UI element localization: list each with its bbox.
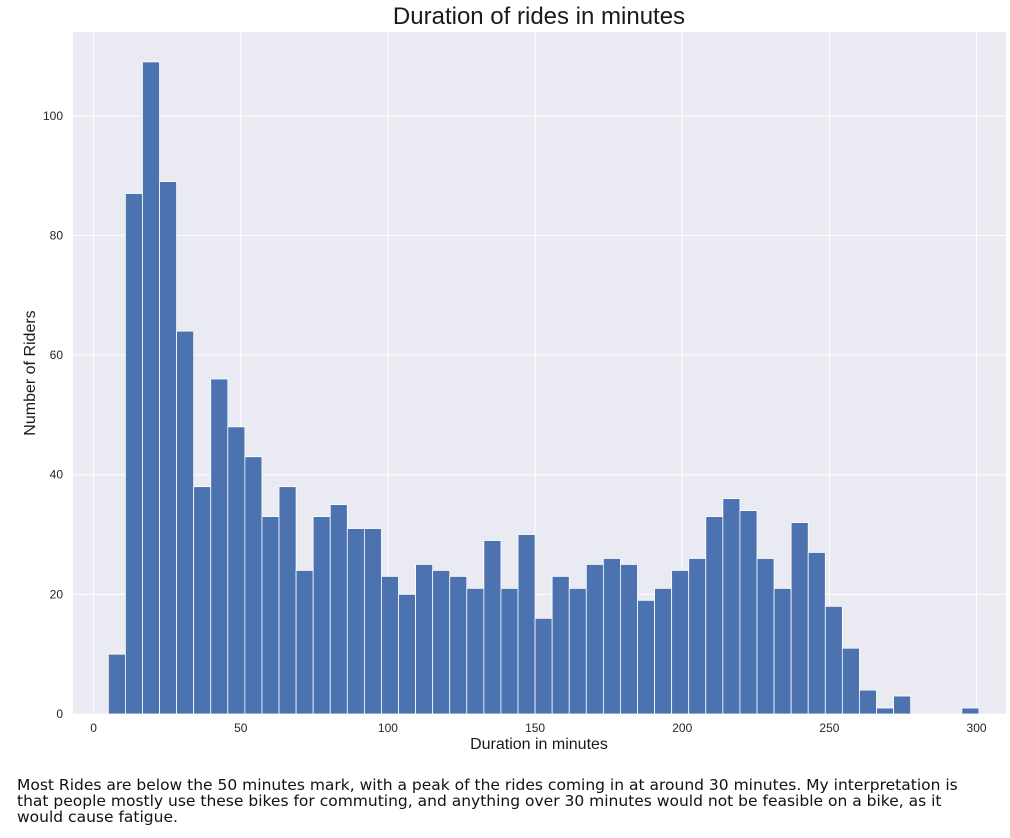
histogram-bar bbox=[483, 540, 502, 715]
x-tick-label: 100 bbox=[378, 721, 398, 735]
histogram-bars bbox=[107, 61, 980, 715]
histogram-bar bbox=[210, 378, 229, 715]
histogram-bar bbox=[602, 558, 621, 715]
histogram-bar bbox=[346, 528, 365, 715]
x-tick-label: 0 bbox=[90, 721, 97, 735]
y-tick-label: 100 bbox=[43, 109, 63, 123]
histogram-bar bbox=[790, 522, 809, 715]
histogram-bar bbox=[193, 486, 212, 715]
histogram-bar bbox=[363, 528, 382, 715]
histogram-bar bbox=[517, 534, 536, 715]
histogram-bar bbox=[961, 707, 980, 715]
histogram-bar bbox=[859, 689, 877, 715]
y-tick-label: 0 bbox=[56, 707, 63, 721]
histogram-bar bbox=[124, 193, 143, 715]
histogram-bar bbox=[278, 486, 297, 715]
histogram-bar bbox=[876, 707, 894, 715]
histogram-bar bbox=[688, 558, 707, 715]
histogram-bar bbox=[381, 576, 399, 715]
histogram-bar bbox=[312, 516, 331, 715]
histogram-bar bbox=[261, 516, 280, 715]
histogram-bar bbox=[466, 587, 485, 715]
y-tick-label: 60 bbox=[50, 348, 64, 362]
histogram-bar bbox=[142, 61, 160, 715]
x-tick-label: 50 bbox=[234, 721, 248, 735]
histogram-bar bbox=[739, 510, 758, 715]
histogram-bar bbox=[107, 653, 126, 715]
histogram-bar bbox=[654, 587, 673, 715]
histogram-bar bbox=[756, 558, 775, 715]
x-tick-label: 300 bbox=[967, 721, 987, 735]
histogram-bar bbox=[227, 426, 246, 715]
histogram-bar bbox=[893, 695, 912, 715]
x-tick-label: 250 bbox=[819, 721, 839, 735]
histogram-bar bbox=[671, 570, 690, 715]
histogram-bar bbox=[705, 516, 724, 715]
histogram-bar bbox=[176, 330, 195, 715]
histogram-bar bbox=[500, 587, 519, 715]
chart-title: Duration of rides in minutes bbox=[393, 3, 685, 30]
y-tick-label: 40 bbox=[50, 468, 64, 482]
chart-caption: Most Rides are below the 50 minutes mark… bbox=[17, 776, 958, 826]
histogram-bar bbox=[824, 605, 843, 715]
histogram-bar bbox=[620, 564, 638, 715]
histogram-bar bbox=[841, 647, 860, 715]
histogram-bar bbox=[432, 570, 451, 715]
histogram-bar bbox=[159, 181, 178, 715]
x-tick-label: 150 bbox=[525, 721, 545, 735]
x-tick-labels: 0 50 100 150 200 250 300 bbox=[90, 721, 987, 735]
histogram-bar bbox=[398, 593, 416, 715]
histogram-bar bbox=[807, 552, 826, 715]
histogram-bar bbox=[722, 498, 741, 715]
histogram-bar bbox=[449, 576, 468, 715]
histogram-bar bbox=[329, 504, 348, 715]
y-axis-label: Number of Riders bbox=[22, 310, 39, 435]
histogram-bar bbox=[568, 587, 587, 715]
y-tick-labels: 0 20 40 60 80 100 bbox=[43, 109, 63, 721]
histogram-chart: 0 50 100 150 200 250 300 0 20 40 60 80 100 Duration… bbox=[22, 3, 1006, 753]
histogram-bar bbox=[534, 617, 553, 715]
histogram-bar bbox=[415, 564, 434, 715]
x-axis-label: Duration in minutes bbox=[470, 736, 608, 753]
y-tick-label: 80 bbox=[50, 228, 64, 242]
histogram-bar bbox=[244, 456, 263, 715]
histogram-bar bbox=[637, 599, 655, 715]
y-tick-label: 20 bbox=[50, 587, 64, 601]
histogram-bar bbox=[551, 576, 570, 715]
x-tick-label: 200 bbox=[672, 721, 692, 735]
histogram-bar bbox=[773, 587, 792, 715]
histogram-bar bbox=[585, 564, 604, 715]
histogram-bar bbox=[295, 570, 314, 715]
